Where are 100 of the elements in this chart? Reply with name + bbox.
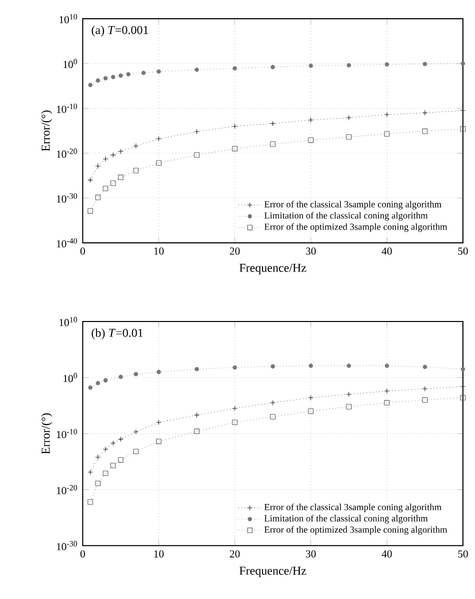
point [95, 163, 101, 169]
point [134, 372, 138, 376]
point [422, 397, 428, 403]
point [88, 208, 94, 214]
point [96, 381, 100, 386]
x-axis-title: Frequence/Hz [240, 566, 306, 578]
point [110, 462, 116, 468]
x-tick-label: 10 [154, 550, 164, 558]
point [270, 414, 276, 420]
y-tick-label: 10$^{-20}$ [56, 148, 78, 158]
point [110, 152, 116, 158]
point [308, 64, 313, 68]
point [270, 120, 276, 126]
y-tick-label: 10$^{-10}$ [56, 428, 78, 438]
point [308, 395, 314, 400]
point [194, 152, 200, 158]
point [460, 395, 466, 400]
y-tick-label: 10$^{-40}$ [56, 238, 78, 248]
y-tick-label: 10$^{10}$ [60, 316, 78, 326]
point [133, 448, 139, 454]
point [270, 364, 275, 368]
point [95, 480, 101, 486]
point [422, 62, 428, 66]
point [460, 108, 466, 114]
x-tick-label: 40 [382, 248, 392, 255]
point [95, 454, 101, 460]
point [422, 110, 428, 116]
x-tick-label: 30 [306, 550, 316, 558]
point [88, 499, 94, 505]
y-tick-label: 10$^{10}$ [60, 14, 78, 24]
point [102, 446, 108, 452]
y-tick-label: 10$^{-10}$ [56, 104, 78, 113]
point [346, 364, 352, 368]
point [194, 428, 200, 434]
point [156, 438, 162, 444]
point [88, 469, 94, 475]
point [270, 64, 275, 70]
point [110, 180, 116, 186]
point [346, 404, 352, 410]
y-tick-label: 10$^{0}$ [64, 372, 78, 382]
point [103, 378, 108, 382]
point [133, 143, 139, 149]
point [422, 128, 428, 134]
point [346, 115, 352, 120]
annotation: (b) T=0.01 [92, 328, 143, 340]
point [118, 374, 123, 380]
point [422, 386, 428, 392]
point [118, 457, 124, 463]
point [141, 70, 146, 76]
point [111, 74, 116, 80]
point [96, 78, 100, 83]
point [308, 408, 314, 414]
point [194, 68, 199, 72]
point [384, 400, 390, 406]
point [156, 370, 161, 374]
point [232, 365, 237, 370]
point [384, 364, 390, 368]
point [460, 366, 466, 372]
x-tick-label: 20 [230, 248, 240, 255]
point [102, 186, 108, 192]
x-tick-label: 30 [306, 248, 316, 255]
legend-label: Error of the optimized 3sample coning algorithm [264, 526, 448, 535]
point [232, 124, 238, 129]
point [422, 364, 428, 370]
point [103, 76, 108, 80]
legend-label: Error of the classical 3sample coning algorithm [264, 200, 442, 210]
x-tick-label: 50 [458, 550, 468, 558]
point [156, 69, 161, 74]
point [102, 470, 108, 476]
point [88, 82, 92, 88]
point [194, 366, 199, 372]
point [118, 174, 124, 180]
x-tick-label: 40 [382, 550, 392, 558]
point [194, 128, 200, 134]
point [460, 384, 466, 390]
x-axis-title: Frequence/Hz [240, 264, 306, 274]
point [156, 136, 162, 142]
legend-label: Error of the classical 3sample coning algorithm [264, 504, 442, 512]
y-tick-label: 10$^{-30}$ [56, 193, 78, 203]
annotation: (a) T=0.001 [92, 26, 148, 37]
legend-label: Limitation of the classical coning algorithm [264, 514, 428, 524]
point [133, 429, 139, 435]
point [346, 63, 352, 68]
point [118, 73, 123, 78]
point [460, 61, 466, 66]
point [110, 440, 116, 446]
point [88, 385, 92, 390]
point [384, 131, 390, 137]
point [232, 420, 238, 426]
point [232, 66, 237, 71]
x-tick-label: 0 [80, 248, 86, 255]
point [460, 126, 466, 132]
point [126, 72, 131, 76]
point [118, 148, 124, 154]
point [232, 146, 238, 152]
x-tick-label: 0 [80, 550, 86, 558]
point [270, 400, 276, 406]
point [118, 436, 124, 442]
legend-label: Limitation of the classical coning algorithm [264, 212, 428, 221]
point [156, 160, 162, 166]
